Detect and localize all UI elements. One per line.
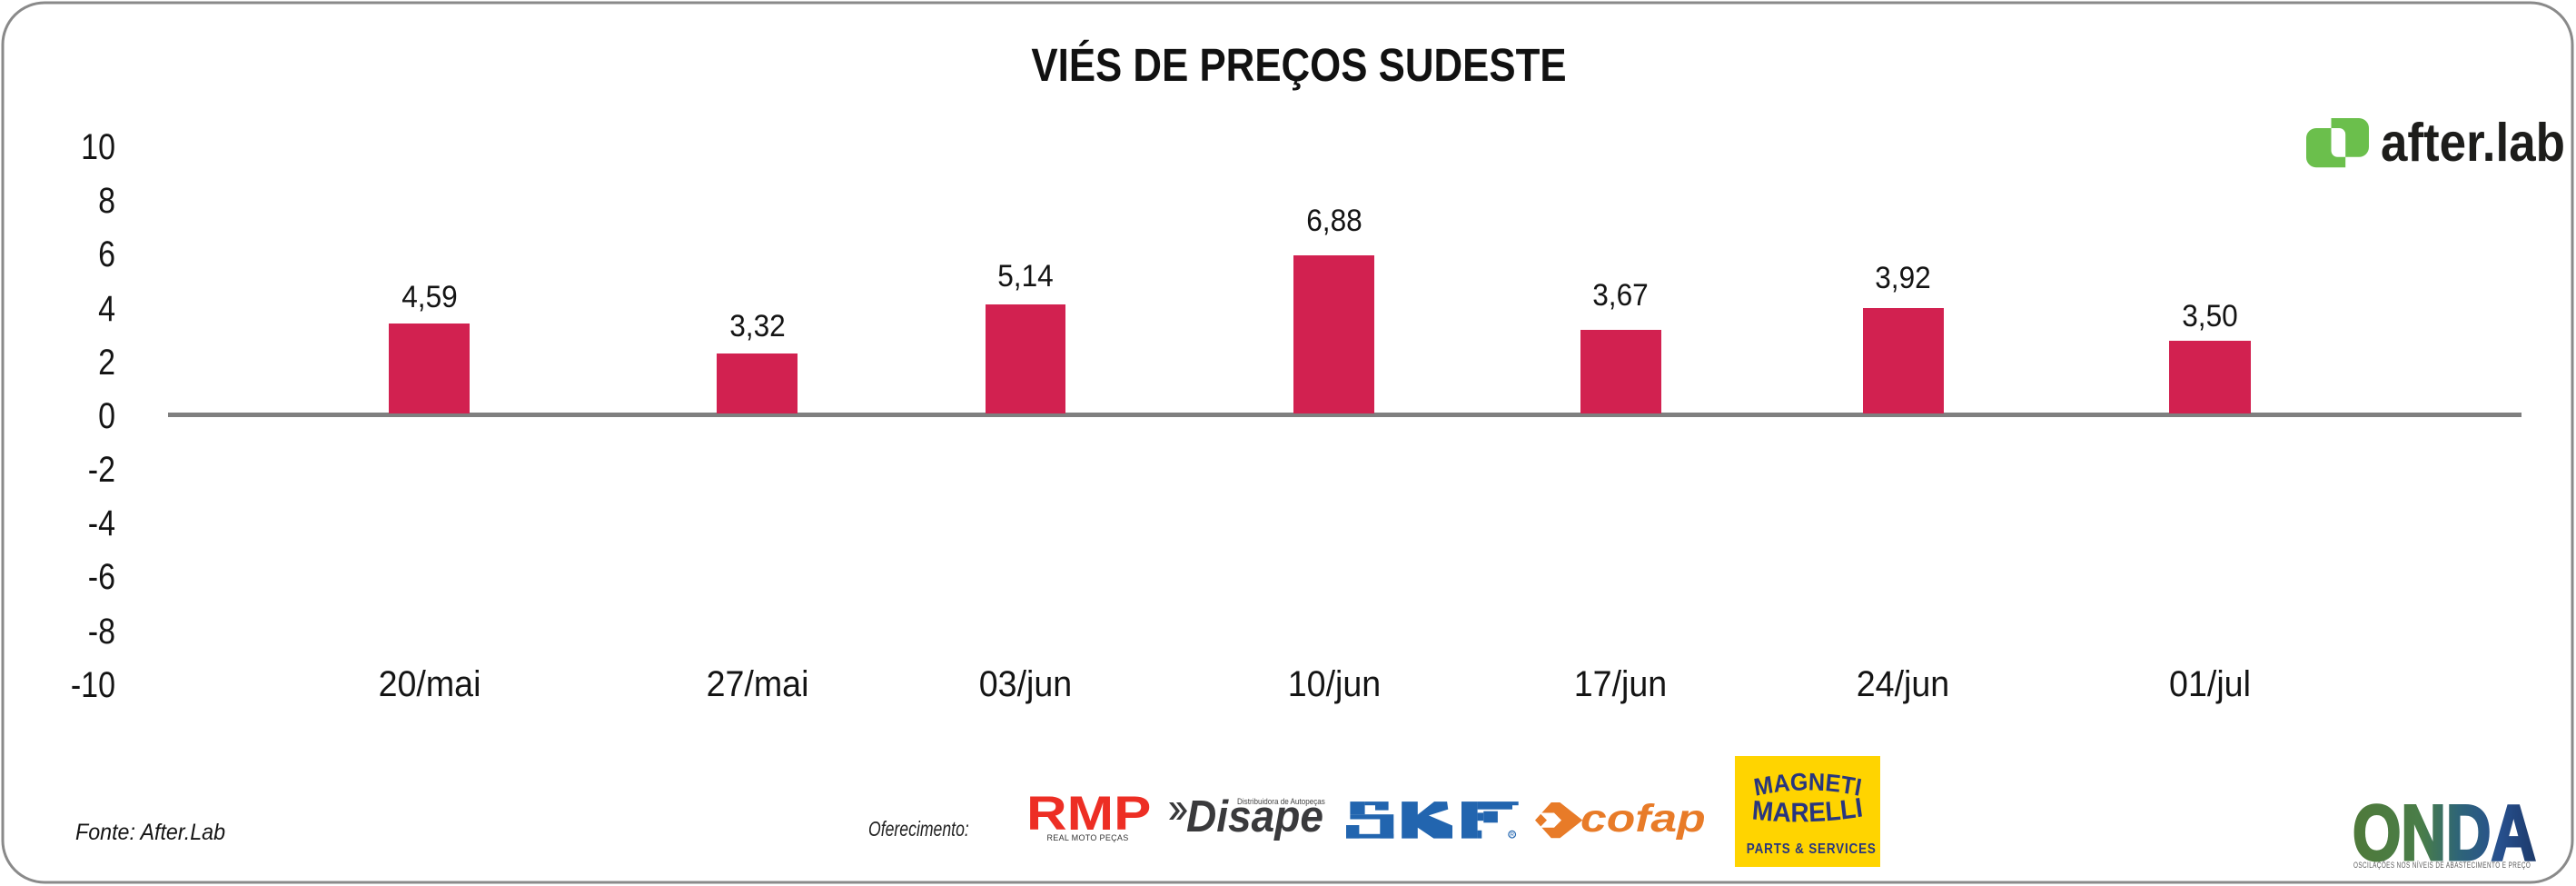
svg-text:MARELLI: MARELLI <box>1750 792 1864 828</box>
svg-text:R: R <box>1510 832 1514 839</box>
svg-text:ONDA: ONDA <box>2353 797 2536 862</box>
